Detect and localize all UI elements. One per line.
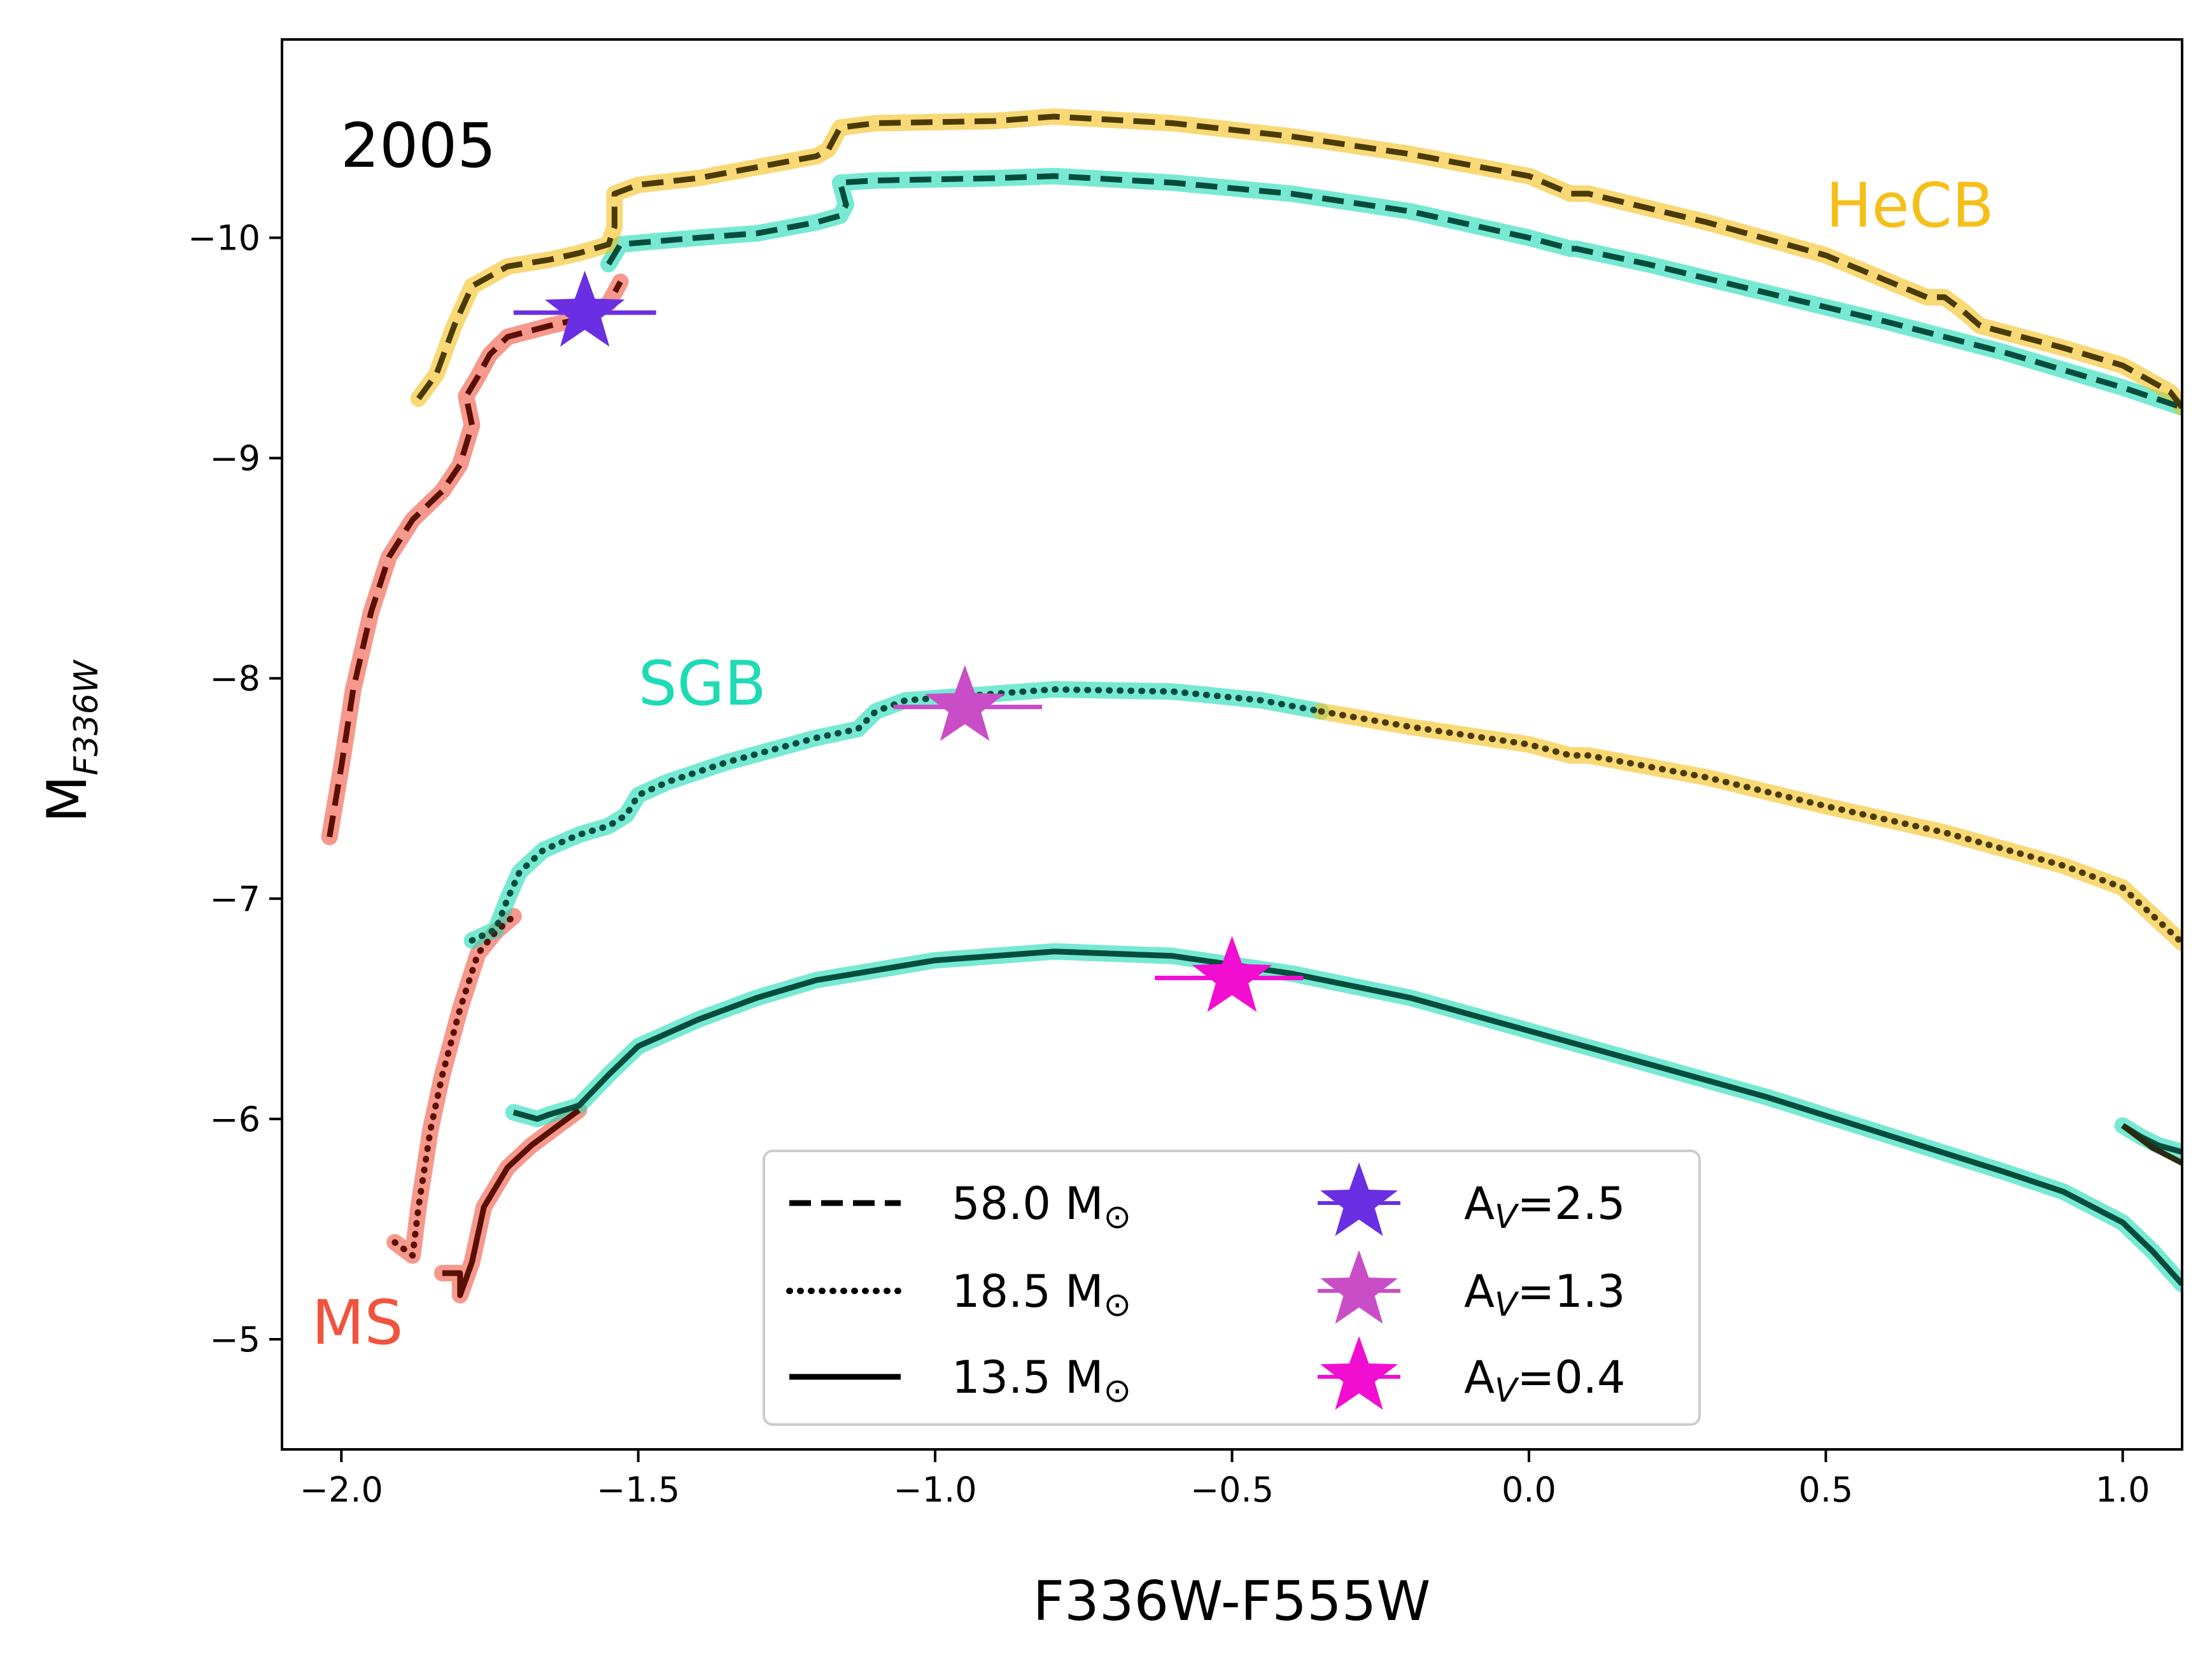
y-tick-label: −7 (209, 879, 260, 919)
legend-star-label: AV=0.4 (1464, 1351, 1625, 1410)
phase-label-hecb: HeCB (1826, 170, 1994, 241)
legend-line-label: 58.0 M⊙ (952, 1178, 1131, 1236)
phase-band-ms-1-0 (386, 908, 522, 1264)
phase-label-ms: MS (312, 1287, 404, 1358)
track-dotted-hecb-2 (1318, 708, 2182, 946)
phase-band-hecb-1-2 (1313, 703, 2182, 951)
star-marker-2 (1192, 936, 1272, 1012)
legend-star-label: AV=2.5 (1464, 1178, 1625, 1236)
phase-band-ms-0-0 (321, 273, 629, 845)
y-tick-label: −5 (209, 1320, 260, 1360)
track-dashed-ms-0 (327, 280, 623, 838)
y-axis-title-sub: F336W (67, 659, 106, 775)
x-tick-label: 0.0 (1502, 1470, 1556, 1510)
y-axis-title: MF336W (36, 659, 106, 822)
x-tick-label: 0.5 (1798, 1470, 1853, 1510)
legend-star-marker (1320, 1162, 1398, 1236)
x-tick-label: 1.0 (2096, 1470, 2150, 1510)
legend-line-label: 13.5 M⊙ (952, 1351, 1131, 1410)
x-tick-label: −0.5 (1190, 1470, 1274, 1510)
legend-star-marker (1320, 1250, 1398, 1324)
star-marker-1 (925, 665, 1005, 742)
phase-band-ms-2-0 (433, 1102, 588, 1304)
track-dotted-sgb-1 (468, 686, 1325, 944)
x-tick-label: −2.0 (300, 1470, 383, 1510)
track-extra-0 (2121, 1123, 2182, 1166)
track-dashed-sgb-1 (606, 173, 2182, 411)
legend-star-label: AV=1.3 (1464, 1265, 1625, 1324)
epoch-label: 2005 (341, 110, 496, 181)
phase-band-sgb-1-1 (463, 681, 1330, 949)
y-tick-label: −8 (209, 659, 260, 699)
x-tick-label: −1.5 (596, 1470, 680, 1510)
plot-area (321, 108, 2182, 1304)
x-tick-label: −1.0 (894, 1470, 977, 1510)
phase-band-hecb-0-2 (410, 108, 2182, 416)
track-solid-sgb-1 (512, 948, 2182, 1286)
legend-box (763, 1150, 1701, 1426)
axis-ticks: −2.0 −1.5 −1.0 −0.5 0.0 0.5 1.0 −10 −9 −8 −7 −6 −5 (188, 218, 2150, 1510)
x-axis-title: F336W-F555W (1033, 1570, 1431, 1633)
legend: 58.0 M⊙ 18.5 M⊙ 13.5 M⊙ AV=2.5 AV=1.3 AV=0.4 (763, 1150, 1701, 1426)
y-axis-title-main: M (36, 775, 99, 822)
y-tick-label: −10 (188, 218, 260, 258)
phase-label-sgb: SGB (638, 648, 766, 719)
track-solid-ms-0 (442, 1108, 581, 1299)
star-marker-0 (545, 271, 625, 347)
y-tick-label: −9 (209, 439, 260, 479)
legend-star-marker (1320, 1336, 1398, 1410)
legend-line-label: 18.5 M⊙ (952, 1265, 1131, 1324)
track-dotted-ms-0 (391, 913, 517, 1259)
y-tick-label: −6 (209, 1099, 260, 1139)
track-dashed-hecb-2 (416, 113, 2182, 409)
